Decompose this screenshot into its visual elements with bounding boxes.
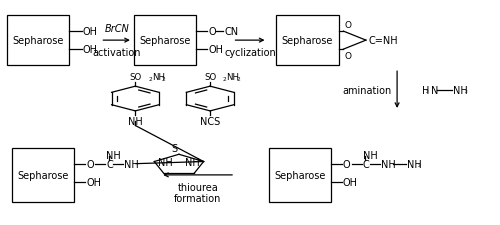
Text: NH: NH	[226, 73, 239, 82]
Text: Sepharose: Sepharose	[18, 170, 69, 180]
Text: NH: NH	[381, 159, 396, 169]
Text: Sepharose: Sepharose	[282, 36, 333, 46]
Text: OH: OH	[86, 177, 101, 187]
Text: C=NH: C=NH	[368, 36, 398, 46]
Text: CN: CN	[224, 27, 238, 37]
Text: 2: 2	[223, 77, 227, 82]
Text: O: O	[343, 159, 350, 169]
Text: Sepharose: Sepharose	[140, 36, 191, 46]
Text: NH: NH	[152, 73, 165, 82]
Text: ₂: ₂	[426, 87, 429, 93]
Text: NH: NH	[185, 157, 200, 167]
Text: ₂: ₂	[464, 87, 468, 93]
Text: S: S	[171, 144, 177, 153]
FancyBboxPatch shape	[268, 148, 331, 202]
Text: 2: 2	[148, 77, 152, 82]
Text: amination: amination	[343, 85, 392, 95]
Text: 2: 2	[162, 77, 166, 82]
Text: O: O	[86, 159, 94, 169]
Text: O: O	[344, 52, 352, 61]
Text: SO: SO	[204, 73, 216, 82]
Text: OH: OH	[343, 177, 358, 187]
Text: NH: NH	[106, 150, 121, 160]
Text: H: H	[422, 85, 430, 95]
FancyBboxPatch shape	[12, 148, 74, 202]
Text: O: O	[344, 21, 352, 30]
FancyBboxPatch shape	[134, 16, 196, 65]
Text: 2: 2	[236, 77, 240, 82]
Text: NH: NH	[407, 159, 422, 169]
Text: NH: NH	[124, 159, 139, 169]
Text: NH: NH	[158, 157, 173, 167]
Text: O: O	[208, 27, 216, 37]
FancyBboxPatch shape	[7, 16, 70, 65]
Text: NCS: NCS	[200, 117, 220, 127]
Text: C: C	[363, 159, 370, 169]
Text: NH: NH	[454, 85, 468, 95]
Text: OH: OH	[208, 45, 224, 55]
Text: SO: SO	[129, 73, 141, 82]
Text: cyclization: cyclization	[224, 48, 276, 58]
Text: BrCN: BrCN	[104, 24, 129, 34]
Text: Sepharose: Sepharose	[274, 170, 326, 180]
Text: NH: NH	[363, 150, 378, 160]
Text: NH: NH	[128, 117, 142, 127]
Text: C: C	[106, 159, 113, 169]
Text: activation: activation	[92, 48, 141, 58]
Text: OH: OH	[82, 45, 98, 55]
Text: OH: OH	[82, 27, 98, 37]
Text: ₂: ₂	[418, 161, 420, 167]
FancyBboxPatch shape	[276, 16, 338, 65]
Text: N: N	[431, 85, 438, 95]
Text: Sepharose: Sepharose	[12, 36, 64, 46]
Text: thiourea
formation: thiourea formation	[174, 182, 222, 203]
